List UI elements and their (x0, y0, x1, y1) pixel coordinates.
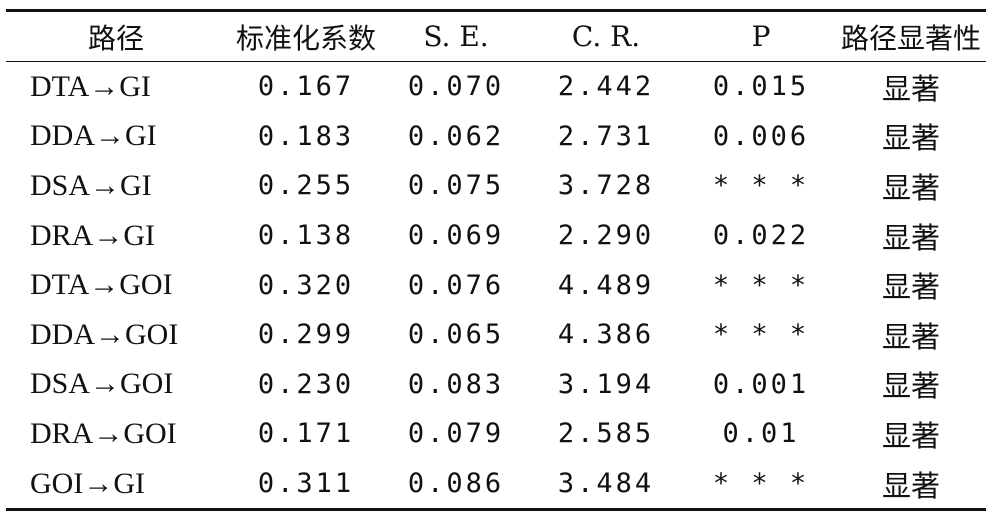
significance-cell: 显著 (881, 170, 940, 205)
header-cr: C. R. (571, 20, 641, 53)
p-cell: 0.01 (722, 418, 800, 450)
coef-cell: 0.320 (257, 269, 355, 301)
path-cell: DSA→GI (30, 168, 152, 202)
se-cell: 0.062 (407, 120, 505, 152)
path-cell: DTA→GOI (30, 268, 173, 302)
cr-cell: 2.585 (557, 418, 655, 450)
path-cell: DRA→GI (30, 218, 155, 252)
coef-cell: 0.255 (257, 170, 355, 202)
significance-cell: 显著 (881, 418, 940, 453)
se-cell: 0.075 (407, 170, 505, 202)
cr-cell: 4.489 (557, 269, 655, 301)
cr-cell: 3.194 (557, 368, 655, 400)
p-cell: * * * (712, 319, 810, 351)
se-cell: 0.086 (407, 468, 505, 500)
path-coefficient-table-container: 路径 标准化系数 S. E. C. R. P 路径显著性 DTA→GI 0.16… (6, 9, 986, 511)
table-row: DDA→GI 0.183 0.062 2.731 0.006 显著 (6, 112, 986, 162)
header-path: 路径 (87, 21, 144, 55)
header-se: S. E. (423, 20, 489, 53)
se-cell: 0.083 (407, 368, 505, 400)
table-row: GOI→GI 0.311 0.086 3.484 * * * 显著 (6, 459, 986, 510)
cr-cell: 2.290 (557, 220, 655, 252)
significance-cell: 显著 (881, 71, 940, 106)
p-cell: 0.001 (712, 368, 810, 400)
cr-cell: 3.484 (557, 468, 655, 500)
p-cell: 0.022 (712, 220, 810, 252)
cr-cell: 2.442 (557, 71, 655, 103)
cr-cell: 3.728 (557, 170, 655, 202)
path-cell: DTA→GI (30, 69, 151, 103)
path-cell: GOI→GI (30, 466, 145, 500)
path-cell: DDA→GOI (30, 317, 179, 351)
p-cell: 0.015 (712, 71, 810, 103)
cr-cell: 4.386 (557, 319, 655, 351)
p-cell: * * * (712, 170, 810, 202)
coef-cell: 0.311 (257, 468, 355, 500)
p-cell: * * * (712, 468, 810, 500)
table-row: DTA→GOI 0.320 0.076 4.489 * * * 显著 (6, 260, 986, 310)
path-coefficient-table: 路径 标准化系数 S. E. C. R. P 路径显著性 DTA→GI 0.16… (6, 9, 986, 511)
table-body: DTA→GI 0.167 0.070 2.442 0.015 显著 DDA→GI… (6, 62, 986, 510)
header-p: P (751, 20, 771, 53)
significance-cell: 显著 (881, 369, 940, 404)
path-cell: DSA→GOI (30, 367, 174, 401)
p-cell: 0.006 (712, 120, 810, 152)
se-cell: 0.079 (407, 418, 505, 450)
path-cell: DDA→GI (30, 119, 157, 153)
significance-cell: 显著 (881, 121, 940, 156)
se-cell: 0.070 (407, 71, 505, 103)
table-row: DDA→GOI 0.299 0.065 4.386 * * * 显著 (6, 310, 986, 360)
significance-cell: 显著 (881, 220, 940, 255)
coef-cell: 0.167 (257, 71, 355, 103)
table-row: DSA→GI 0.255 0.075 3.728 * * * 显著 (6, 161, 986, 211)
table-header: 路径 标准化系数 S. E. C. R. P 路径显著性 (6, 10, 986, 62)
p-cell: * * * (712, 269, 810, 301)
table-row: DSA→GOI 0.230 0.083 3.194 0.001 显著 (6, 360, 986, 410)
se-cell: 0.076 (407, 269, 505, 301)
coef-cell: 0.183 (257, 120, 355, 152)
significance-cell: 显著 (881, 319, 940, 354)
header-std-coefficient: 标准化系数 (235, 21, 376, 55)
cr-cell: 2.731 (557, 120, 655, 152)
coef-cell: 0.138 (257, 220, 355, 252)
coef-cell: 0.230 (257, 368, 355, 400)
header-significance: 路径显著性 (840, 21, 981, 55)
table-row: DTA→GI 0.167 0.070 2.442 0.015 显著 (6, 62, 986, 112)
coef-cell: 0.171 (257, 418, 355, 450)
significance-cell: 显著 (881, 270, 940, 305)
path-cell: DRA→GOI (30, 416, 177, 450)
significance-cell: 显著 (881, 468, 940, 503)
se-cell: 0.069 (407, 220, 505, 252)
table-row: DRA→GOI 0.171 0.079 2.585 0.01 显著 (6, 409, 986, 459)
coef-cell: 0.299 (257, 319, 355, 351)
se-cell: 0.065 (407, 319, 505, 351)
header-row: 路径 标准化系数 S. E. C. R. P 路径显著性 (6, 10, 986, 62)
table-row: DRA→GI 0.138 0.069 2.290 0.022 显著 (6, 211, 986, 261)
